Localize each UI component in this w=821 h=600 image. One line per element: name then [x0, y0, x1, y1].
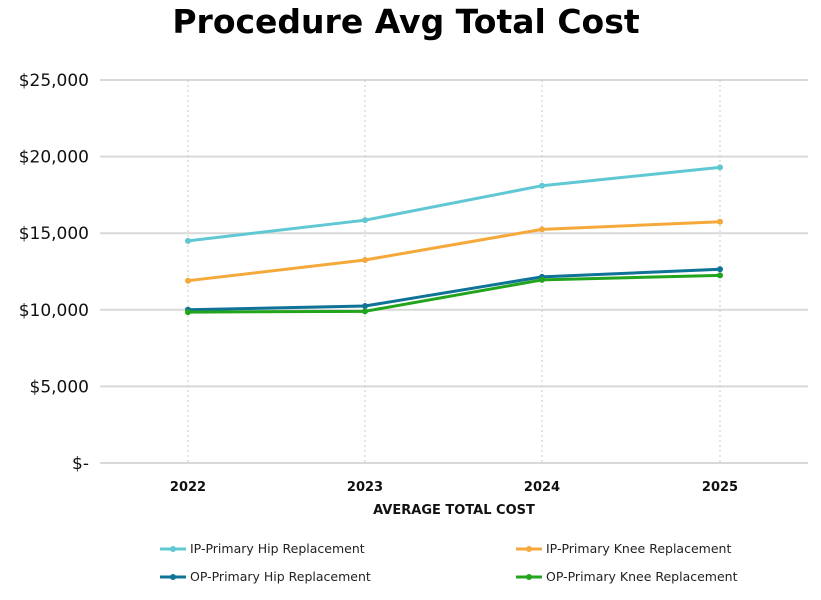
- data-point: [539, 226, 545, 233]
- data-point: [717, 164, 723, 171]
- x-axis-label: AVERAGE TOTAL COST: [373, 503, 535, 518]
- data-point: [362, 257, 368, 264]
- legend-label: OP-Primary Knee Replacement: [546, 569, 738, 584]
- x-tick-label: 2022: [170, 480, 206, 495]
- data-point: [185, 309, 191, 316]
- x-tick-label: 2024: [524, 480, 560, 495]
- legend-item: IP-Primary Knee Replacement: [516, 541, 731, 556]
- data-point: [539, 182, 545, 189]
- legend-item: IP-Primary Hip Replacement: [160, 541, 365, 556]
- y-tick-label: $-: [72, 454, 89, 474]
- legend-swatch-icon: [516, 545, 542, 552]
- series-line-2: [187, 267, 721, 312]
- data-point: [717, 272, 723, 279]
- legend-label: OP-Primary Hip Replacement: [190, 569, 371, 584]
- series-line-1: [187, 220, 721, 283]
- x-tick-label: 2025: [702, 480, 738, 495]
- data-point: [185, 237, 191, 244]
- data-point: [185, 277, 191, 284]
- legend-swatch-icon: [160, 573, 186, 580]
- series-line-0: [187, 165, 721, 243]
- legend-label: IP-Primary Knee Replacement: [546, 541, 732, 556]
- y-tick-label: $5,000: [30, 377, 89, 397]
- data-point: [717, 218, 723, 225]
- series-line-3: [187, 273, 721, 314]
- data-point: [539, 276, 545, 283]
- data-point: [717, 266, 723, 273]
- y-tick-label: $15,000: [19, 224, 89, 244]
- legend-label: IP-Primary Hip Replacement: [190, 541, 365, 556]
- data-point: [362, 217, 368, 224]
- legend-item: OP-Primary Knee Replacement: [516, 569, 738, 584]
- y-tick-label: $25,000: [19, 71, 89, 91]
- legend-swatch-icon: [516, 573, 542, 580]
- legend-item: OP-Primary Hip Replacement: [160, 569, 371, 584]
- x-tick-label: 2023: [347, 480, 383, 495]
- chart-title: Procedure Avg Total Cost: [172, 2, 640, 41]
- data-point: [362, 302, 368, 309]
- y-tick-label: $10,000: [19, 301, 89, 321]
- data-point: [362, 308, 368, 315]
- y-tick-label: $20,000: [19, 148, 89, 168]
- legend-swatch-icon: [160, 545, 186, 552]
